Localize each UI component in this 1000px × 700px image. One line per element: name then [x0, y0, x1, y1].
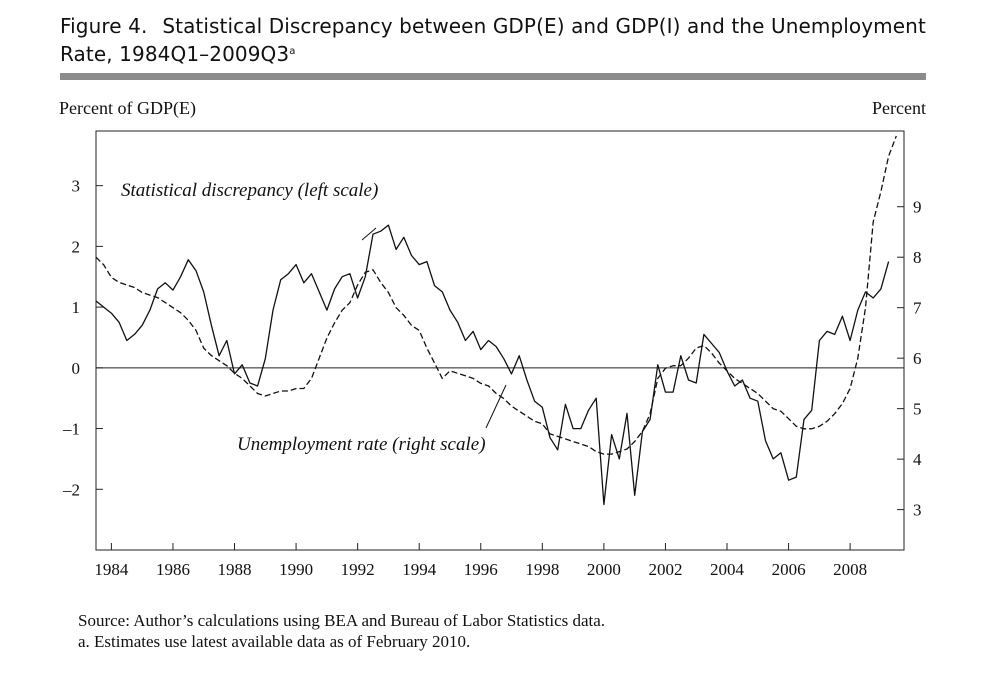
x-tick-label: 1984 — [94, 560, 129, 579]
unemployment-annotation: Unemployment rate (right scale) — [237, 434, 486, 455]
right-tick-label: 6 — [913, 349, 922, 368]
figure-title-line2: Rate, 1984Q1–2009Q3 — [60, 42, 290, 66]
left-tick-label: –2 — [62, 480, 80, 499]
left-axis-label: Percent of GDP(E) — [59, 98, 196, 119]
left-tick-label: –1 — [62, 420, 80, 439]
discrepancy-annotation: Statistical discrepancy (left scale) — [121, 180, 378, 201]
x-tick-label: 2000 — [587, 560, 621, 579]
figure-title: Figure 4. Statistical Discrepancy betwee… — [60, 12, 940, 68]
footnote: a. Estimates use latest available data a… — [78, 632, 471, 651]
title-rule — [60, 73, 926, 80]
left-tick-label: 0 — [72, 359, 81, 378]
figure-title-line1: Statistical Discrepancy between GDP(E) a… — [162, 14, 926, 38]
figure-title-superscript: a — [289, 46, 296, 57]
right-tick-label: 5 — [913, 400, 922, 419]
x-tick-label: 2002 — [648, 560, 682, 579]
right-tick-label: 3 — [913, 501, 922, 520]
x-tick-label: 1986 — [156, 560, 190, 579]
right-axis-label: Percent — [872, 98, 926, 118]
unemployment-leader-line — [485, 384, 507, 429]
right-tick-label: 9 — [913, 198, 922, 217]
x-tick-label: 2004 — [710, 560, 745, 579]
statistical-discrepancy-series — [95, 224, 890, 506]
unemployment-rate-series — [95, 135, 897, 455]
figure-label: Figure 4. — [60, 14, 148, 38]
x-tick-label: 1998 — [525, 560, 559, 579]
plot-frame — [95, 130, 905, 551]
x-tick-label: 1994 — [402, 560, 437, 579]
x-tick-label: 1990 — [279, 560, 313, 579]
x-tick-label: 1992 — [341, 560, 375, 579]
x-tick-label: 2008 — [833, 560, 867, 579]
source-note: Source: Author’s calculations using BEA … — [78, 611, 606, 630]
right-tick-label: 4 — [913, 450, 922, 469]
source-note-block: Source: Author’s calculations using BEA … — [78, 610, 605, 652]
discrepancy-leader-line — [361, 227, 377, 241]
left-tick-label: 2 — [72, 237, 81, 256]
right-tick-label: 8 — [913, 248, 922, 267]
x-tick-label: 1996 — [464, 560, 498, 579]
right-tick-label: 7 — [913, 299, 922, 318]
x-tick-label: 2006 — [772, 560, 806, 579]
left-tick-label: 1 — [72, 298, 81, 317]
left-tick-label: 3 — [72, 177, 81, 196]
x-tick-label: 1988 — [218, 560, 252, 579]
